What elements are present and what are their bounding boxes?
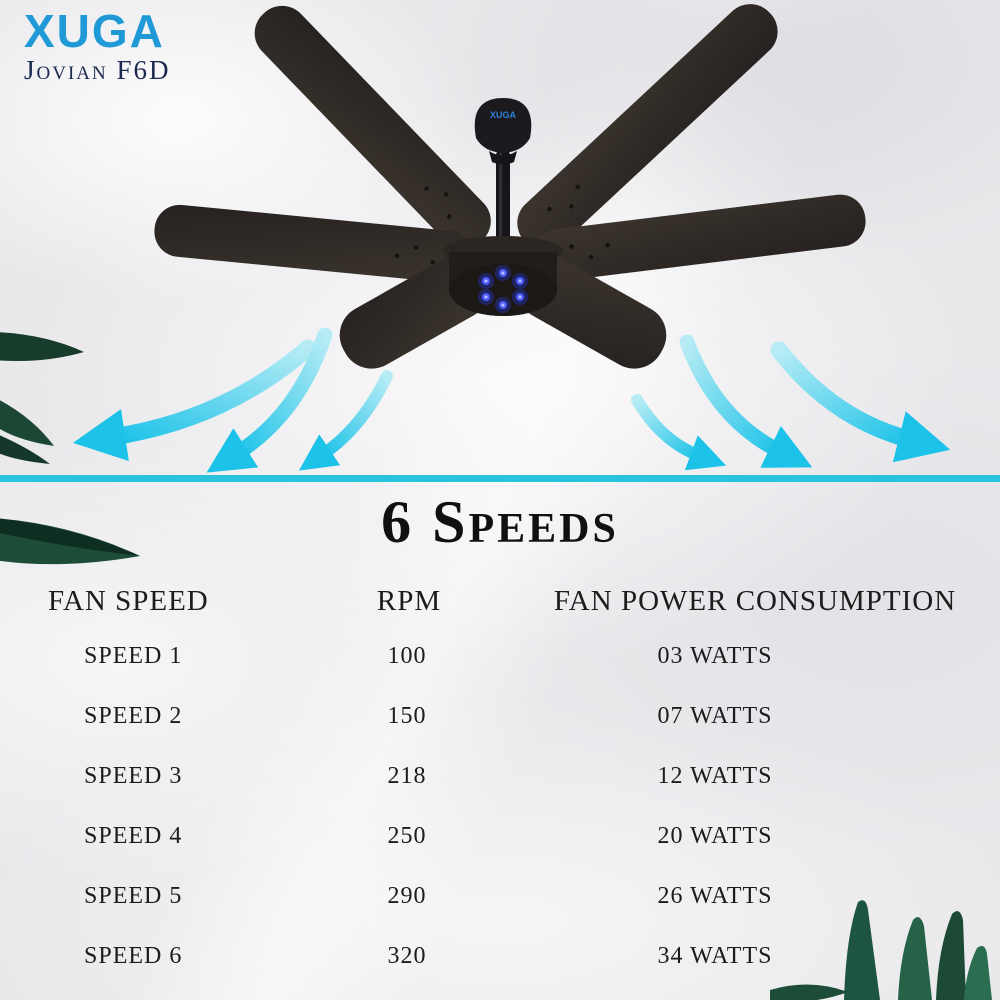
leaf-decoration-left xyxy=(0,332,140,565)
led-light xyxy=(495,265,511,281)
power-value: 07 WATTS xyxy=(657,702,773,729)
fan-downrod xyxy=(496,150,510,258)
fan-hub xyxy=(443,236,563,316)
table-row: SPEED 5 290 26 WATTS xyxy=(0,866,1000,926)
speed-label: SPEED 1 xyxy=(84,642,183,669)
brand-block: XUGA Jovian F6D xyxy=(24,8,170,84)
rpm-value: 218 xyxy=(387,762,427,789)
airflow-arrow xyxy=(298,370,393,471)
leaf xyxy=(844,900,880,1000)
leaf xyxy=(936,911,966,1000)
fan-blade xyxy=(532,194,866,282)
power-value: 03 WATTS xyxy=(657,642,773,669)
table-row: SPEED 6 320 34 WATTS xyxy=(0,926,1000,986)
canopy-brand-label: XUGA xyxy=(490,110,517,120)
airflow-arrows xyxy=(72,327,951,473)
leaf xyxy=(898,917,932,1000)
speed-label: SPEED 5 xyxy=(84,882,183,909)
table-header-row: FAN SPEED RPM FAN POWER CONSUMPTION xyxy=(0,584,1000,618)
leaf xyxy=(0,518,140,556)
power-value: 34 WATTS xyxy=(657,942,773,969)
power-value: 26 WATTS xyxy=(657,882,773,909)
airflow-arrow xyxy=(770,341,951,463)
table-row: SPEED 4 250 20 WATTS xyxy=(0,806,1000,866)
speed-label: SPEED 3 xyxy=(84,762,183,789)
fan-blade xyxy=(154,204,474,283)
leaf xyxy=(0,435,50,464)
rpm-value: 250 xyxy=(387,822,427,849)
table-row: SPEED 1 100 03 WATTS xyxy=(0,626,1000,686)
fan-blades xyxy=(154,4,866,369)
column-header-fan-speed: FAN SPEED xyxy=(48,584,209,617)
brand-logo: XUGA xyxy=(24,5,165,57)
airflow-arrow xyxy=(206,327,333,473)
power-value: 12 WATTS xyxy=(657,762,773,789)
brand-model: Jovian F6D xyxy=(24,55,171,85)
power-value: 20 WATTS xyxy=(657,822,773,849)
leaf xyxy=(0,332,84,361)
leaf xyxy=(0,400,54,446)
leaf-decoration-bottom-right xyxy=(770,900,992,1000)
fan-blade xyxy=(517,4,778,251)
rpm-value: 290 xyxy=(387,882,427,909)
rpm-value: 150 xyxy=(387,702,427,729)
fan-blade xyxy=(254,5,491,249)
airflow-arrow xyxy=(631,394,727,471)
speed-table: FAN SPEED RPM FAN POWER CONSUMPTION SPEE… xyxy=(0,584,1000,986)
speed-label: SPEED 4 xyxy=(84,822,183,849)
led-light xyxy=(512,289,528,305)
section-divider xyxy=(0,475,1000,482)
column-header-power: FAN POWER CONSUMPTION xyxy=(553,584,957,617)
led-light xyxy=(512,273,528,289)
led-light xyxy=(478,273,494,289)
rpm-value: 100 xyxy=(387,642,427,669)
table-row: SPEED 3 218 12 WATTS xyxy=(0,746,1000,806)
led-light xyxy=(495,297,511,313)
fan-illustration: XUGA xyxy=(72,4,951,473)
fan-canopy: XUGA xyxy=(474,98,532,165)
section-title: 6 Speeds xyxy=(381,489,619,555)
column-header-rpm: RPM xyxy=(376,584,442,617)
airflow-arrow xyxy=(72,339,317,462)
led-light xyxy=(478,289,494,305)
speed-label: SPEED 6 xyxy=(84,942,183,969)
table-body: SPEED 1 100 03 WATTS SPEED 2 150 07 WATT… xyxy=(0,626,1000,986)
airflow-arrow xyxy=(679,334,813,468)
rpm-value: 320 xyxy=(387,942,427,969)
led-lights xyxy=(478,265,528,313)
table-row: SPEED 2 150 07 WATTS xyxy=(0,686,1000,746)
leaf xyxy=(770,984,848,1000)
speed-label: SPEED 2 xyxy=(84,702,183,729)
leaf xyxy=(964,946,992,1000)
